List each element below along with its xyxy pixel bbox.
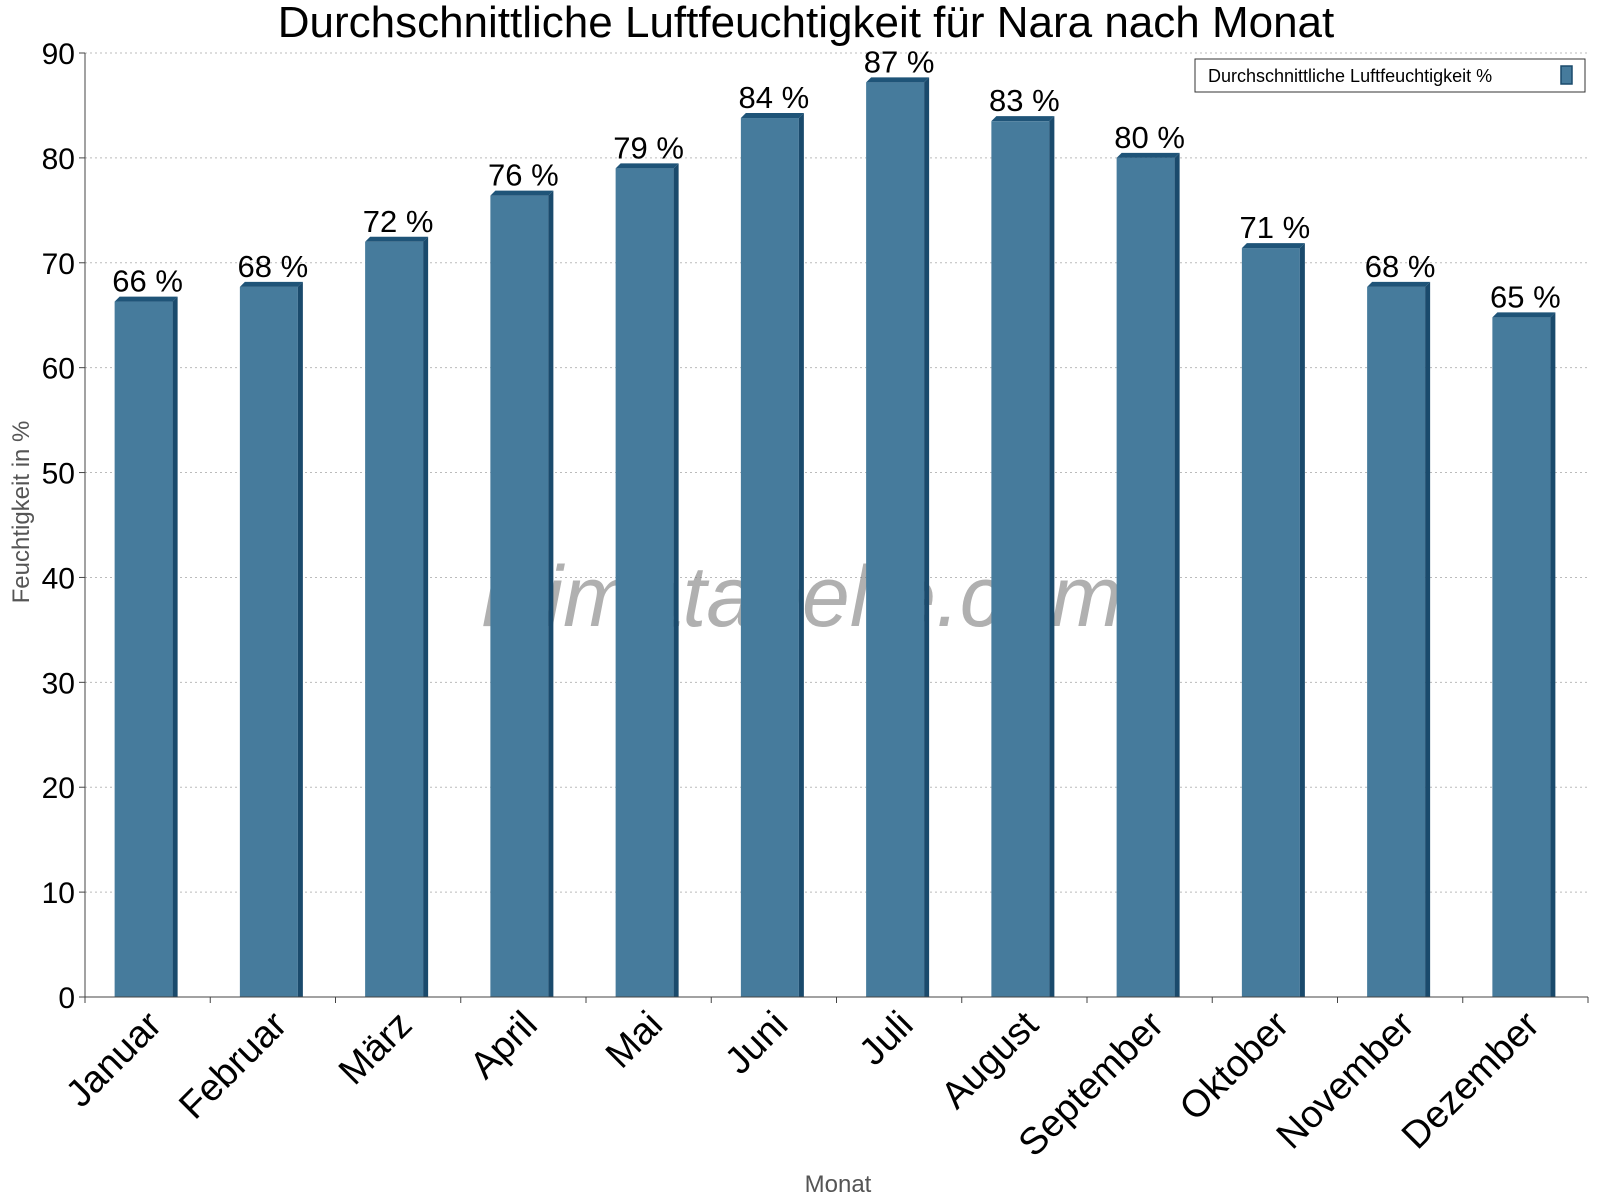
y-tick-label: 60 — [42, 353, 75, 386]
bar-face — [615, 168, 674, 997]
x-tick-label: Mai — [598, 1004, 671, 1077]
x-tick-label: April — [462, 1004, 545, 1087]
y-tick-label: 20 — [42, 772, 75, 805]
bar — [1116, 152, 1180, 997]
bar-side — [1550, 312, 1556, 997]
bar-face — [239, 286, 298, 997]
bar — [114, 296, 178, 997]
bar-side — [297, 281, 303, 997]
data-label: 83 % — [989, 83, 1060, 118]
bar-top — [239, 281, 303, 287]
legend-label: Durchschnittliche Luftfeuchtigkeit % — [1208, 66, 1492, 86]
x-tick-label: Juni — [717, 1004, 796, 1083]
bar-top — [365, 236, 429, 242]
data-label: 66 % — [112, 264, 183, 299]
data-label: 65 % — [1490, 279, 1561, 314]
bar — [365, 236, 429, 998]
y-tick-label: 40 — [42, 562, 75, 595]
y-tick-label: 30 — [42, 667, 75, 700]
gridlines — [85, 52, 1588, 893]
y-tick-label: 0 — [58, 982, 75, 1015]
legend-swatch — [1560, 65, 1573, 85]
bar-top — [615, 163, 679, 169]
bar-top — [740, 113, 804, 119]
data-label: 68 % — [238, 249, 309, 284]
bar-face — [365, 241, 424, 998]
bar-face — [114, 301, 173, 997]
y-tick-label: 90 — [42, 38, 75, 71]
x-tick-label: Dezember — [1394, 1003, 1548, 1157]
bar-side — [1049, 116, 1055, 997]
bar-top — [490, 190, 554, 196]
x-axis-ticks: Januar Februar März April Mai Juni Juli AugustS… — [58, 997, 1589, 1165]
y-tick-label: 50 — [42, 458, 75, 491]
y-tick-label: 80 — [42, 143, 75, 176]
x-axis-title: Monat — [805, 1171, 872, 1198]
x-tick-label: August — [933, 1003, 1047, 1117]
x-tick-label: Januar — [58, 1003, 170, 1115]
bar-top — [114, 296, 178, 302]
bar-side — [673, 163, 679, 997]
bar — [1241, 243, 1305, 998]
bar-side — [1174, 152, 1180, 997]
bar — [866, 77, 930, 997]
bar-side — [924, 77, 930, 997]
data-label: 84 % — [739, 80, 810, 115]
bar-face — [991, 121, 1050, 997]
bars — [114, 77, 1556, 998]
x-tick-label: Juli — [851, 1004, 921, 1074]
axes — [84, 53, 1588, 998]
bar-face — [866, 82, 925, 997]
bar-face — [740, 118, 799, 997]
bar-side — [172, 296, 178, 997]
bar-side — [798, 113, 804, 997]
data-labels: 66 % 68 % 72 % 76 % 79 % 84 % 87 % 83 % 80 % 71 %… — [112, 44, 1560, 314]
x-tick-label: März — [331, 1004, 420, 1093]
bar-face — [490, 195, 549, 997]
chart-title: Durchschnittliche Luftfeuchtigkeit für N… — [278, 0, 1335, 47]
y-tick-label: 10 — [42, 877, 75, 910]
data-label: 80 % — [1114, 120, 1185, 155]
y-axis-title: Feuchtigkeit in % — [8, 421, 35, 604]
bar — [1492, 312, 1556, 997]
bar-side — [548, 190, 554, 997]
bar — [615, 163, 679, 997]
y-axis-ticks: 0 10 20 30 40 50 60 70 80 90 — [42, 38, 85, 1015]
bar-face — [1241, 248, 1300, 998]
data-label: 72 % — [363, 204, 434, 239]
bar-side — [1425, 281, 1431, 997]
legend: Durchschnittliche Luftfeuchtigkeit % — [1194, 58, 1586, 93]
x-tick-label: Februar — [171, 1003, 295, 1127]
y-tick-label: 70 — [42, 248, 75, 281]
x-tick-label: Oktober — [1172, 1003, 1298, 1129]
data-label: 68 % — [1365, 249, 1436, 284]
data-label: 79 % — [613, 130, 684, 165]
data-label: 76 % — [488, 158, 559, 193]
bar-side — [1299, 243, 1305, 998]
bar-face — [1492, 317, 1551, 997]
data-label: 87 % — [864, 44, 935, 79]
bar — [239, 281, 303, 997]
bar-top — [1116, 152, 1180, 158]
bar — [1367, 281, 1431, 997]
bar-top — [1367, 281, 1431, 287]
bar-top — [1492, 312, 1556, 318]
bar — [991, 116, 1055, 997]
bar-top — [866, 77, 930, 83]
data-label: 71 % — [1240, 210, 1311, 245]
bar — [490, 190, 554, 997]
bar — [740, 113, 804, 997]
bar-top — [991, 116, 1055, 122]
bar-face — [1367, 286, 1426, 997]
bar-face — [1116, 157, 1175, 997]
legend-box — [1194, 58, 1586, 93]
bar-top — [1241, 243, 1305, 249]
bar-side — [423, 236, 429, 998]
